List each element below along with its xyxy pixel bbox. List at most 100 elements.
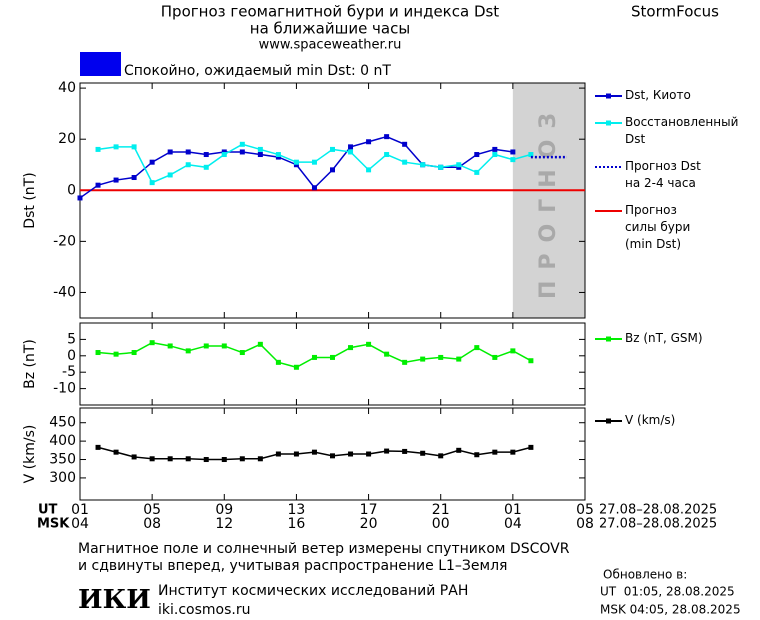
x-tick-label: 09 <box>215 502 233 518</box>
point <box>492 354 498 360</box>
y-axis-label: Bz (nT) <box>22 339 38 389</box>
legend-marker <box>606 418 611 424</box>
point <box>492 146 498 152</box>
point <box>384 448 390 454</box>
legend-label: Dst, Киото <box>625 88 691 102</box>
title: на ближайшие часы <box>250 20 410 38</box>
point <box>402 359 408 365</box>
plot-frame <box>79 322 586 406</box>
x-tick-label: 00 <box>432 516 450 532</box>
point <box>95 350 101 356</box>
point <box>311 185 317 191</box>
point <box>492 449 498 455</box>
point <box>149 340 155 346</box>
x-tick-label: 21 <box>432 502 450 518</box>
point <box>221 152 227 158</box>
point <box>275 152 281 158</box>
point <box>420 356 426 362</box>
point <box>348 149 354 155</box>
point <box>131 350 137 356</box>
point <box>113 177 119 183</box>
plot-frame <box>79 407 586 501</box>
x-tick-label: 05 <box>143 502 161 518</box>
point <box>239 149 245 155</box>
site: iki.cosmos.ru <box>158 602 250 618</box>
x-row-label: MSK <box>37 517 70 532</box>
x-tick-label: 04 <box>504 516 522 532</box>
point <box>113 144 119 150</box>
updated-ut: UT 01:05, 28.08.2025 <box>600 585 735 599</box>
point <box>510 348 516 354</box>
point <box>293 364 299 370</box>
point <box>402 159 408 165</box>
point <box>366 341 372 347</box>
y-tick-label: 400 <box>49 433 76 449</box>
point <box>384 351 390 357</box>
note: и сдвинуты вперед, учитывая распростране… <box>78 558 507 574</box>
y-tick-label: 0 <box>67 348 76 364</box>
point <box>167 456 173 462</box>
point <box>311 159 317 165</box>
brand: StormFocus <box>631 3 719 21</box>
logo: ИКИ <box>78 585 151 615</box>
point <box>348 345 354 351</box>
point <box>131 144 137 150</box>
point <box>510 157 516 163</box>
y-tick-label: 20 <box>58 131 76 147</box>
date-range: 27.08–28.08.2025 <box>599 503 717 518</box>
point <box>257 456 263 462</box>
point <box>330 354 335 360</box>
y-tick-label: -5 <box>62 364 76 380</box>
plot-frame <box>79 82 586 319</box>
point <box>149 456 155 462</box>
x-tick-label: 08 <box>576 516 594 532</box>
forecast-region <box>512 83 585 318</box>
point <box>402 448 408 454</box>
point <box>203 343 209 349</box>
point <box>95 444 101 450</box>
point <box>384 134 390 140</box>
y-axis-label: V (km/s) <box>22 425 38 484</box>
y-tick-label: 40 <box>58 80 76 96</box>
point <box>366 167 372 173</box>
point <box>203 457 209 463</box>
point <box>257 341 263 347</box>
point <box>275 451 281 457</box>
point <box>420 450 426 456</box>
x-tick-label: 16 <box>288 516 306 532</box>
point <box>438 354 444 360</box>
point <box>456 162 462 168</box>
y-tick-label: -20 <box>53 233 76 249</box>
point <box>95 182 101 188</box>
point <box>311 449 317 455</box>
point <box>492 152 498 158</box>
x-tick-label: 20 <box>360 516 378 532</box>
point <box>402 141 408 147</box>
point <box>167 172 173 178</box>
y-tick-label: 0 <box>67 182 76 198</box>
point <box>330 167 335 173</box>
forecast-label: ПРОГНОЗ <box>536 102 561 299</box>
note: Магнитное поле и солнечный ветер измерен… <box>78 541 570 557</box>
y-tick-label: 450 <box>49 415 76 431</box>
y-tick-label: -40 <box>53 284 76 300</box>
point <box>384 152 390 158</box>
status-box <box>80 52 121 76</box>
point <box>239 350 245 356</box>
point <box>293 451 299 457</box>
point <box>113 351 119 357</box>
legend-marker <box>606 93 611 99</box>
point <box>221 343 227 349</box>
point <box>330 146 335 152</box>
point <box>131 175 137 181</box>
date-range: 27.08–28.08.2025 <box>599 517 717 532</box>
point <box>275 154 281 160</box>
x-tick-label: 01 <box>504 502 522 518</box>
point <box>131 454 137 460</box>
legend-label: Восстановленный Dst <box>625 115 739 146</box>
title: Прогноз геомагнитной бури и индекса Dst <box>161 3 500 21</box>
point <box>474 345 480 351</box>
x-tick-label: 08 <box>143 516 161 532</box>
point <box>330 453 335 459</box>
